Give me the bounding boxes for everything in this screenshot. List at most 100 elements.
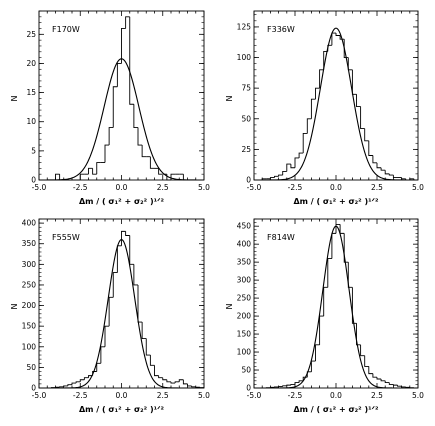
histogram-bin [116,245,122,273]
histogram-bin [388,382,394,385]
histogram-bin [178,379,184,382]
histogram-bin [191,385,196,388]
histogram-bin [278,174,283,177]
histogram-bin [83,377,89,380]
histogram-bin [149,156,155,169]
histogram-bin [187,383,192,387]
y-axis-label: N [225,303,234,309]
histogram-bin [104,144,110,163]
x-tick-label: 5.0 [198,183,210,192]
histogram-bin [129,235,134,265]
histogram [39,16,204,181]
histogram-bin [364,128,369,142]
histogram [39,230,205,389]
y-tick-label: 20 [26,59,36,68]
histogram-bin [67,384,72,386]
histogram-bin [388,173,394,176]
histogram-bin [121,230,126,246]
x-tick-label: -5.0 [32,391,47,400]
histogram-bin [372,373,377,378]
histogram [254,32,418,181]
histogram-bin [55,173,60,180]
y-tick-label: 400 [237,240,252,249]
filter-label: F336W [267,25,295,34]
y-tick-label: 0 [31,384,36,393]
histogram-bin [125,16,130,29]
histogram-bin [360,344,365,357]
x-tick-label: 0.0 [116,183,128,192]
histogram-bin [158,375,163,379]
gaussian-fit-curve [39,239,204,389]
histogram-bin [129,16,134,105]
histogram-bin [343,39,349,58]
histogram-bin [182,379,188,385]
histogram-bin [88,167,93,175]
histogram-bin [154,365,159,377]
y-tick-label: 25 [241,145,251,154]
x-axis-label: Δm / ( σ₁² + σ₂² )¹ᐟ² [79,197,165,206]
x-tick-label: -2.5 [288,183,303,192]
gaussian-fit-curve [254,225,418,389]
histogram-bin [286,384,291,386]
histogram-bin [351,287,357,324]
histogram-bin [96,162,101,175]
y-tick-label: 5 [31,146,36,155]
x-tick-label: 5.0 [412,183,424,192]
y-tick-label: 100 [22,342,37,351]
histogram-bin [356,94,361,107]
y-tick-label: 250 [22,280,37,289]
histogram-bin [315,344,320,362]
panel-f336w: -5.0 -2.5 0.0 2.5 5.0 0 25 50 75 100 125 F336W N Δm /… [225,10,424,206]
y-tick-label: 125 [237,22,252,31]
histogram-bin [166,379,171,383]
histogram-bin [269,177,275,179]
histogram-bin [347,57,353,71]
panel-f814w: -5.0 -2.5 0.0 2.5 5.0 0 50 100 150 200 250 300 350 40… [225,218,424,414]
histogram-bin [360,106,365,130]
x-tick-label: -5.0 [247,391,262,400]
x-tick-label: 2.5 [371,183,383,192]
histogram-bin [310,360,316,372]
histogram-bin [104,325,110,347]
histogram-bin [372,155,377,164]
histogram-bin [96,362,101,372]
x-axis-label: Δm / ( σ₁² + σ₂² )¹ᐟ² [293,405,379,414]
y-axis-label: N [225,95,234,101]
histogram-bin [88,375,93,378]
y-tick-label: 0 [31,176,36,185]
y-tick-label: 350 [237,258,252,267]
y-tick-label: 200 [237,312,252,321]
histogram-bin [315,87,320,100]
histogram-bin [310,98,316,119]
histogram-bin [121,28,126,64]
x-tick-label: 5.0 [412,391,424,400]
histogram-bin [112,86,118,128]
histogram-bin [380,167,386,171]
x-tick-label: 0.0 [116,391,128,400]
histogram-bin [116,62,122,87]
x-tick-label: 5.0 [198,391,210,400]
histogram-bin [392,175,398,179]
y-tick-label: 100 [237,348,252,357]
histogram-bin [79,173,85,180]
histogram-bin [368,366,373,375]
x-tick-label: 2.5 [371,391,383,400]
histogram-bin [282,170,287,176]
histogram-bin [319,315,324,345]
histogram-bin [331,32,336,46]
y-axis-label: N [10,95,19,101]
y-tick-label: 25 [26,30,36,39]
histogram-bin [306,118,312,134]
histogram-bin [290,383,295,386]
histogram-bin [339,224,345,234]
histogram [254,223,418,389]
x-tick-label: -2.5 [73,183,88,192]
gaussian-fit-curve [39,58,204,181]
histogram-bin [170,381,176,384]
histogram-bin [149,355,155,366]
x-tick-label: 2.5 [157,391,169,400]
x-axis-label: Δm / ( σ₁² + σ₂² )¹ᐟ² [79,405,165,414]
y-tick-label: 75 [241,84,251,93]
histogram-bin [384,380,390,384]
y-tick-label: 300 [22,260,37,269]
